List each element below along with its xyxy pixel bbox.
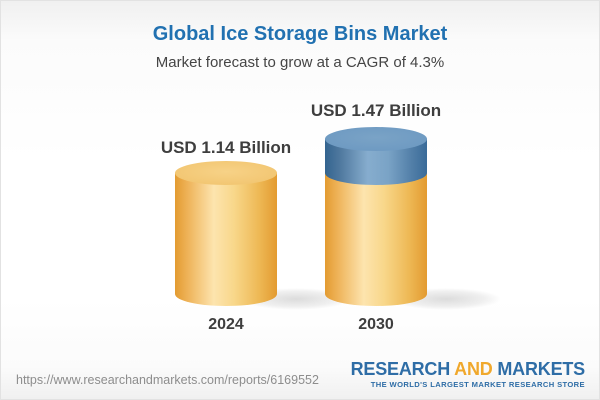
chart-title: Global Ice Storage Bins Market <box>152 23 448 45</box>
researchandmarkets-logo: RESEARCH AND MARKETS THE WORLD'S LARGEST… <box>350 359 586 389</box>
chart-subtitle: Market forecast to grow at a CAGR of 4.3… <box>155 54 445 71</box>
bar-2030-cylinder <box>325 127 427 306</box>
logo-word-markets: MARKETS <box>497 359 585 379</box>
bar-2030-value-label: USD 1.47 Billion <box>310 101 442 120</box>
bar-2024-value-label: USD 1.14 Billion <box>160 138 292 157</box>
logo-word-research: RESEARCH <box>350 359 451 379</box>
logo-tagline: THE WORLD'S LARGEST MARKET RESEARCH STOR… <box>370 380 585 389</box>
logo-word-and: AND <box>454 359 493 379</box>
bar-2024-cylinder <box>175 161 277 306</box>
logo-wordmark: RESEARCH AND MARKETS <box>350 359 586 379</box>
bar-2030-growth-segment <box>325 139 427 185</box>
bar-2030-category-label: 2030 <box>358 316 394 333</box>
bar-2024-category-label: 2024 <box>208 316 244 333</box>
report-url: https://www.researchandmarkets.com/repor… <box>16 373 319 387</box>
